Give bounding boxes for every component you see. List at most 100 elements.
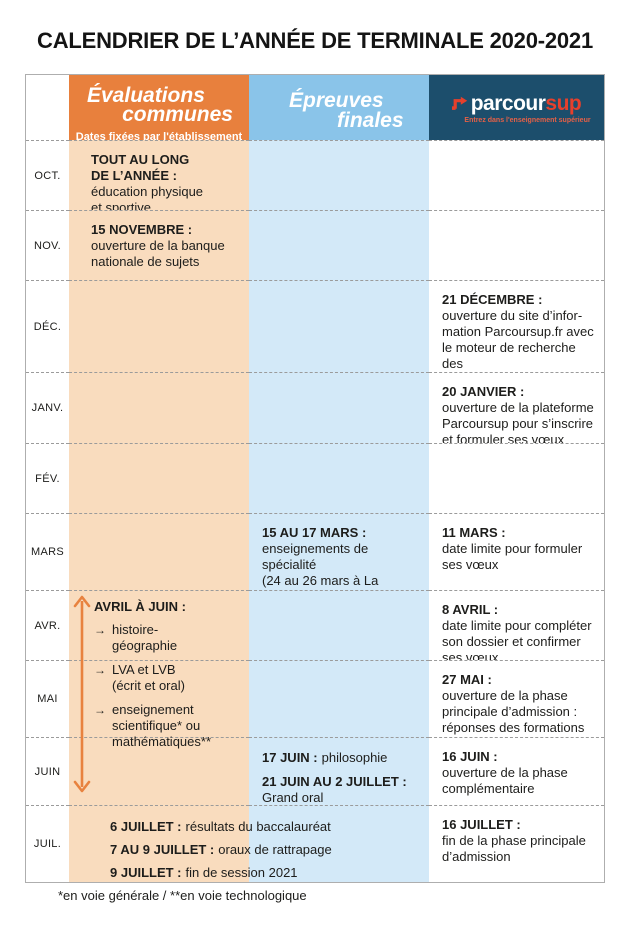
- page-title: CALENDRIER DE L’ANNÉE DE TERMINALE 2020-…: [37, 28, 593, 53]
- cell-juin-evaluations: [69, 737, 249, 805]
- evaluations-header-line2: communes: [122, 103, 233, 126]
- cell-avr-evaluations: [69, 590, 249, 660]
- cell-dec-parcoursup: 21 DÉCEMBRE : ouverture du site d’infor-…: [429, 280, 604, 387]
- cell-janv-epreuves: [249, 372, 429, 443]
- cell-fev-parcoursup: [429, 443, 604, 513]
- cell-avr-parcoursup: 8 AVRIL : date limite pour compléter son…: [429, 590, 604, 665]
- cell-nov-parcoursup: [429, 210, 604, 280]
- footnote: *en voie générale / **en voie technologi…: [58, 888, 307, 903]
- nov-eval-text: ouverture de la banque nationale de suje…: [91, 238, 225, 269]
- cell-mars-evaluations: [69, 513, 249, 590]
- juillet-text-1: résultats du baccalauréat: [185, 819, 331, 834]
- epreuves-header-line1: Épreuves: [289, 89, 384, 112]
- cell-oct-epreuves: [249, 140, 429, 210]
- juillet-line-resultats: 6 JUILLET : résultats du baccalauréat: [110, 819, 440, 835]
- juillet-line-rattrapage: 7 AU 9 JUILLET : oraux de rattrapage: [110, 842, 440, 858]
- month-label-juil: JUIL.: [26, 805, 69, 882]
- calendar-table: Évaluations communes Dates fixées par l'…: [25, 74, 605, 883]
- juin-epreuves-date-1: 17 JUIN :: [262, 750, 318, 765]
- juin-parcoursup-date: 16 JUIN :: [442, 749, 498, 764]
- parcoursup-logo: parcour sup: [451, 91, 582, 116]
- cell-juin-parcoursup: 16 JUIN : ouverture de la phase compléme…: [429, 737, 604, 805]
- cell-mai-evaluations: [69, 660, 249, 737]
- month-label-mars: MARS: [26, 513, 69, 590]
- avril-juin-bullet-lva-lvb: → LVA et LVB (écrit et oral): [94, 662, 244, 694]
- right-arrow-bullet-icon: →: [94, 703, 106, 717]
- mars-parcoursup-date: 11 MARS :: [442, 525, 506, 540]
- mars-epreuves-date: 15 AU 17 MARS :: [262, 525, 367, 540]
- cell-fev-epreuves: [249, 443, 429, 513]
- cell-juil-evaluations: [69, 805, 249, 882]
- month-label-janv: JANV.: [26, 372, 69, 443]
- janv-parcoursup-date: 20 JANVIER :: [442, 384, 525, 399]
- month-label-mai: MAI: [26, 660, 69, 737]
- avr-parcoursup-date: 8 AVRIL :: [442, 602, 499, 617]
- cell-mars-epreuves: 15 AU 17 MARS : enseignements de spécial…: [249, 513, 429, 604]
- dec-parcoursup-text: ouverture du site d’infor- mation Parcou…: [442, 308, 594, 387]
- dec-parcoursup-date: 21 DÉCEMBRE :: [442, 292, 543, 307]
- juillet-date-1: 6 JUILLET :: [110, 819, 182, 834]
- juillet-line-fin-session: 9 JUILLET : fin de session 2021: [110, 865, 440, 881]
- cell-oct-parcoursup: [429, 140, 604, 210]
- cell-fev-evaluations: [69, 443, 249, 513]
- evaluations-header-line1: Évaluations: [87, 84, 205, 107]
- parcoursup-logo-text-white: parcour: [470, 91, 546, 115]
- cell-juil-epreuves: [249, 805, 429, 882]
- month-label-nov: NOV.: [26, 210, 69, 280]
- juin-epreuves-entry-grand-oral: 21 JUIN AU 2 JUILLET : Grand oral: [262, 774, 423, 806]
- column-header-parcoursup: parcour sup Entrez dans l'enseignement su…: [429, 75, 604, 140]
- cell-juin-epreuves: 17 JUIN : philosophie 21 JUIN AU 2 JUILLE…: [249, 737, 429, 805]
- parcoursup-arrow-icon: [451, 96, 467, 110]
- cell-janv-parcoursup: 20 JANVIER : ouverture de la plateforme …: [429, 372, 604, 447]
- cell-dec-evaluations: [69, 280, 249, 372]
- avril-juin-title: AVRIL À JUIN :: [94, 599, 186, 614]
- avril-juin-bullet-enseignement: → enseignement scientifique* ou mathémat…: [94, 702, 244, 750]
- janv-parcoursup-text: ouverture de la plateforme Parcoursup po…: [442, 400, 594, 447]
- cell-janv-evaluations: [69, 372, 249, 443]
- month-label-avr: AVR.: [26, 590, 69, 660]
- oct-eval-date: TOUT AU LONG DE L’ANNÉE :: [91, 152, 190, 183]
- cell-mars-parcoursup: 11 MARS : date limite pour formuler ses …: [429, 513, 604, 590]
- epreuves-header-line2: finales: [337, 109, 404, 132]
- month-label-fev: FÉV.: [26, 443, 69, 513]
- right-arrow-bullet-icon: →: [94, 623, 106, 637]
- avr-parcoursup-text: date limite pour compléter son dossier e…: [442, 618, 592, 665]
- juillet-text-2: oraux de rattrapage: [218, 842, 332, 857]
- juin-epreuves-text-1: philosophie: [321, 750, 388, 765]
- cell-mai-parcoursup: 27 MAI : ouverture de la phase principal…: [429, 660, 604, 737]
- parcoursup-logo-text-red: sup: [545, 91, 582, 115]
- juil-parcoursup-date: 16 JUILLET :: [442, 817, 521, 832]
- mai-parcoursup-date: 27 MAI :: [442, 672, 492, 687]
- cell-oct-evaluations: TOUT AU LONG DE L’ANNÉE : éducation phys…: [69, 140, 249, 215]
- juillet-block: 6 JUILLET : résultats du baccalauréat 7 A…: [110, 819, 440, 888]
- juin-epreuves-date-2: 21 JUIN AU 2 JUILLET :: [262, 774, 407, 789]
- juin-epreuves-entry-philosophie: 17 JUIN : philosophie: [262, 749, 423, 767]
- cell-nov-epreuves: [249, 210, 429, 280]
- month-label-juin: JUIN: [26, 737, 69, 805]
- right-arrow-bullet-icon: →: [94, 663, 106, 677]
- avril-juin-bullet-histoire: → histoire- géographie: [94, 622, 244, 654]
- bullet-text-histoire-geographie: histoire- géographie: [112, 622, 178, 653]
- bullet-text-enseignement-scientifique: enseignement scientifique* ou mathématiq…: [112, 702, 211, 749]
- cell-mai-epreuves: [249, 660, 429, 737]
- juillet-text-3: fin de session 2021: [185, 865, 298, 880]
- juin-parcoursup-text: ouverture de la phase complémentaire: [442, 765, 568, 796]
- column-header-epreuves-finales: Épreuves finales: [249, 75, 429, 140]
- juillet-date-2: 7 AU 9 JUILLET :: [110, 842, 215, 857]
- column-header-evaluations-communes: Évaluations communes Dates fixées par l'…: [69, 75, 249, 143]
- avril-juin-block: AVRIL À JUIN : → histoire- géographie → …: [94, 599, 244, 750]
- bullet-text-lva-lvb: LVA et LVB (écrit et oral): [112, 662, 185, 693]
- parcoursup-tagline: Entrez dans l'enseignement supérieur: [464, 116, 591, 124]
- cell-dec-epreuves: [249, 280, 429, 372]
- cell-avr-epreuves: [249, 590, 429, 660]
- nov-eval-date: 15 NOVEMBRE :: [91, 222, 193, 237]
- month-label-oct: OCT.: [26, 140, 69, 210]
- cell-nov-evaluations: 15 NOVEMBRE : ouverture de la banque nat…: [69, 210, 249, 280]
- header-month-spacer: [26, 75, 69, 140]
- juil-parcoursup-text: fin de la phase principale d’admission: [442, 833, 586, 864]
- juillet-date-3: 9 JUILLET :: [110, 865, 182, 880]
- mai-parcoursup-text: ouverture de la phase principale d’admis…: [442, 688, 585, 735]
- juin-epreuves-text-2: Grand oral: [262, 790, 324, 805]
- cell-juil-parcoursup: 16 JUILLET : fin de la phase principale …: [429, 805, 604, 882]
